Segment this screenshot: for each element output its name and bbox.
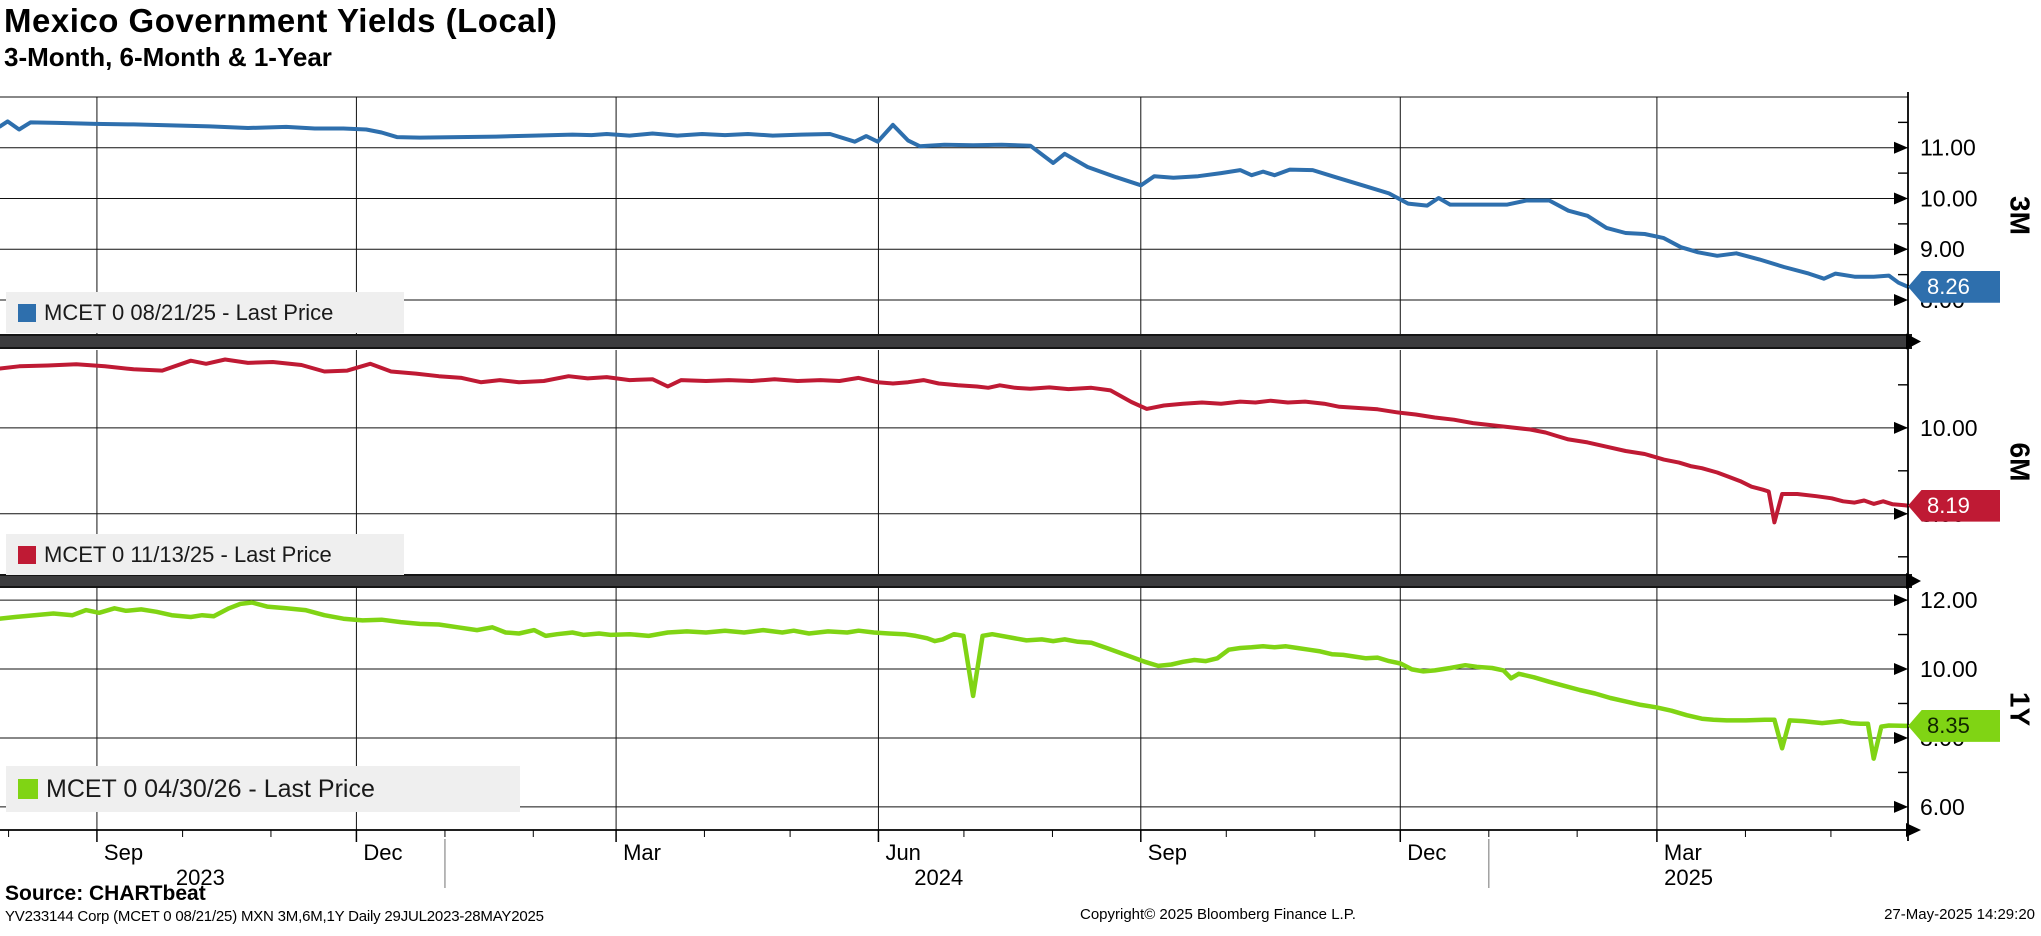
chart-subtitle: 3-Month, 6-Month & 1-Year [4,42,332,72]
timestamp-label: 27-May-2025 14:29:20 [1884,906,2035,923]
tick-arrow-icon [1894,731,1908,744]
last-price-tag-6m[interactable]: 8.19 [1908,489,2000,522]
x-year-label: 2024 [914,865,963,890]
legend-1y-label: MCET 0 04/30/26 - Last Price [46,774,375,803]
x-month-label: Mar [623,840,661,865]
y-tick-label: 6.00 [1920,794,1965,820]
separator-arrow-icon [1906,333,1921,350]
panel-axis-title: 1Y [2005,692,2036,727]
x-month-label: Mar [1664,840,1702,865]
panel-axis-title: 6M [2005,443,2036,482]
panel-separator [0,574,1912,588]
last-price-tag-3m[interactable]: 8.26 [1908,270,2000,303]
y-tick-label: 11.00 [1920,135,1976,161]
legend-3m[interactable]: MCET 0 08/21/25 - Last Price [6,292,404,333]
copyright-label: Copyright© 2025 Bloomberg Finance L.P. [1080,906,1356,923]
panel-separator [0,334,1912,349]
axis-arrow-icon [1906,823,1921,837]
tick-arrow-icon [1894,243,1908,256]
source-label: Source: CHARTbeat [5,882,206,905]
x-month-label: Sep [104,840,143,865]
x-year-label: 2025 [1664,865,1713,890]
y-tick-label: 9.00 [1920,236,1965,262]
separator-arrow-icon [1906,573,1921,589]
security-meta-label: YV233144 Corp (MCET 0 08/21/25) MXN 3M,6… [5,908,544,925]
x-year-label: 2023 [176,865,225,890]
legend-6m-label: MCET 0 11/13/25 - Last Price [44,541,332,567]
chart-title: Mexico Government Yields (Local) [4,2,558,39]
y-tick-label: 10.00 [1920,656,1978,682]
tick-arrow-icon [1894,141,1908,154]
series-line-1y [0,600,1911,761]
x-month-label: Jun [885,840,920,865]
tick-arrow-icon [1894,663,1908,676]
legend-6m-swatch-icon [18,545,36,564]
x-month-label: Dec [363,840,402,865]
y-tick-label: 10.00 [1920,185,1978,211]
series-line-6m [0,357,1910,525]
tick-arrow-icon [1894,507,1908,520]
legend-3m-label: MCET 0 08/21/25 - Last Price [44,299,334,325]
panel-axis-title: 3M [2005,196,2036,235]
last-price-tag-1y[interactable]: 8.35 [1908,709,2000,742]
series-line-3m [0,119,1910,289]
legend-3m-swatch-icon [18,303,36,322]
y-tick-label: 10.00 [1920,415,1978,441]
tick-arrow-icon [1894,800,1908,813]
legend-1y-swatch-icon [18,779,38,799]
legend-6m[interactable]: MCET 0 11/13/25 - Last Price [6,534,404,575]
y-tick-label: 12.00 [1920,587,1978,613]
legend-1y[interactable]: MCET 0 04/30/26 - Last Price [6,766,520,812]
tick-arrow-icon [1894,192,1908,205]
tick-arrow-icon [1894,594,1908,607]
x-month-label: Sep [1148,840,1187,865]
tick-arrow-icon [1894,293,1908,306]
tick-arrow-icon [1894,421,1908,434]
x-month-label: Dec [1407,840,1446,865]
